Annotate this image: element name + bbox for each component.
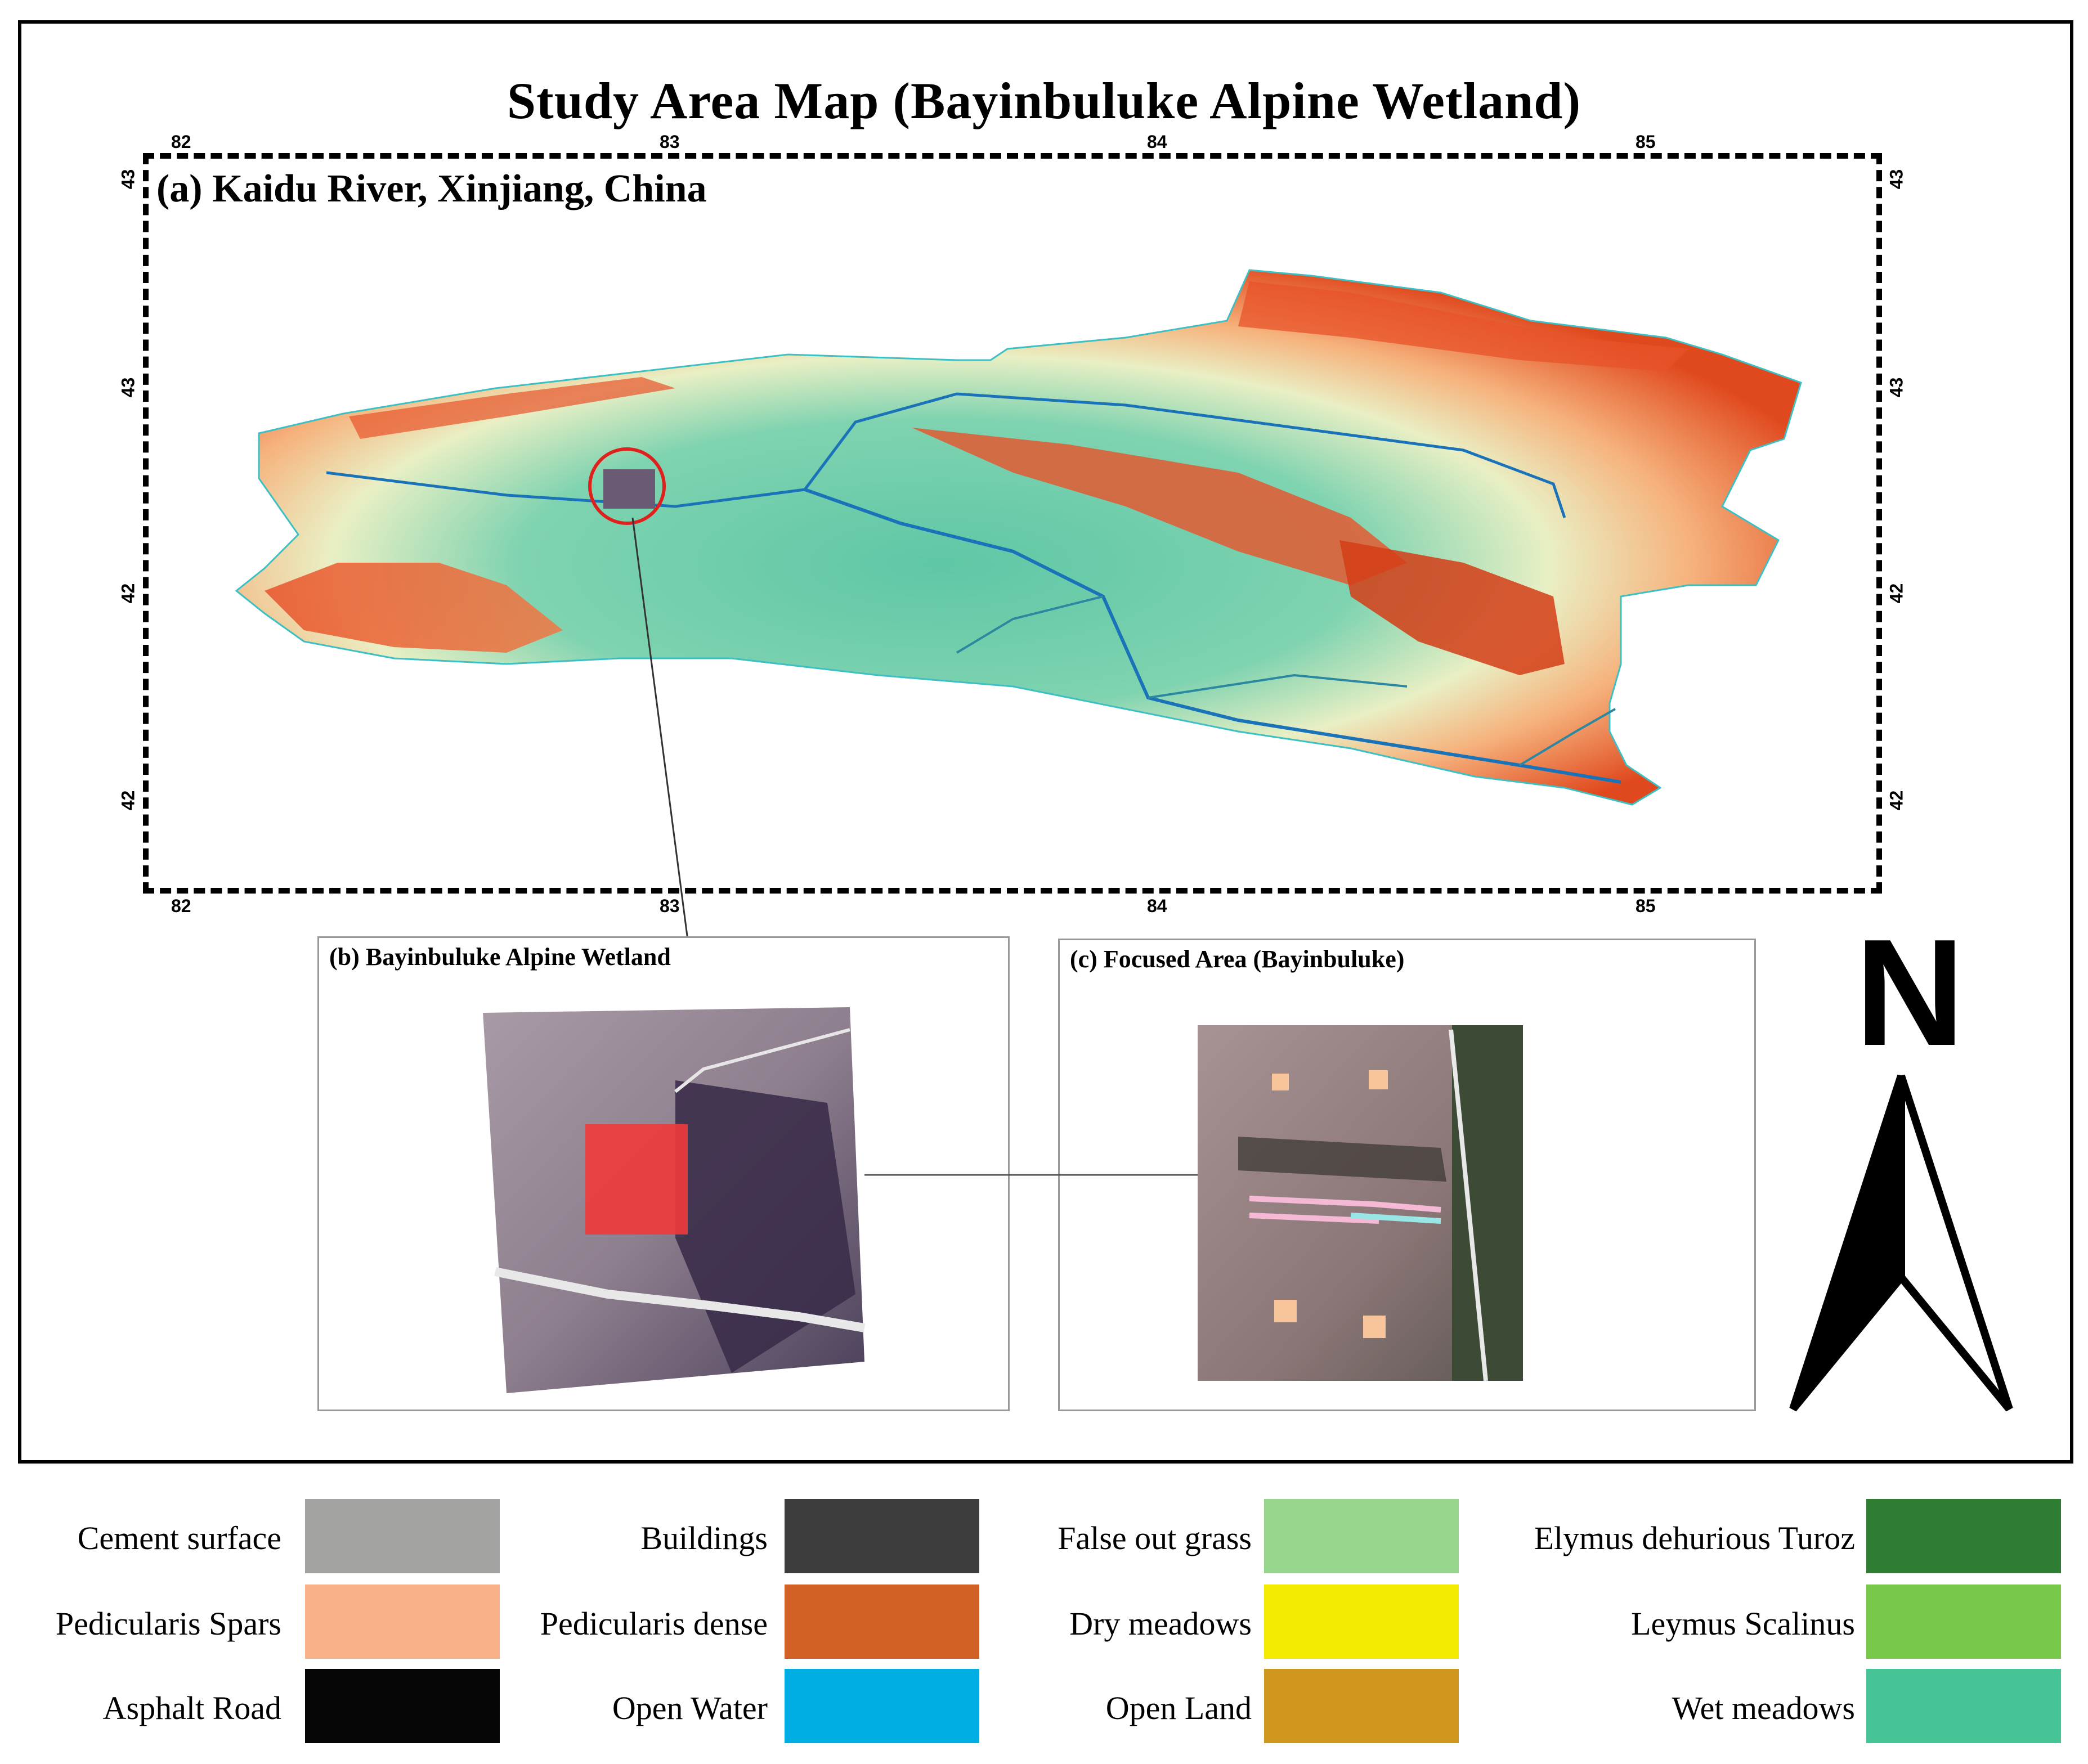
tick-right-4: 42 [1886,790,1907,811]
legend-label: Pedicularis dense [540,1605,768,1642]
tick-left-3: 42 [118,583,138,604]
tick-top-3: 84 [1147,132,1167,152]
panel-b-inset: (b) Bayinbuluke Alpine Wetland [317,936,1010,1411]
legend-swatch [1264,1499,1459,1573]
legend-label: Dry meadows [1069,1605,1252,1642]
legend-swatch [1866,1585,2061,1659]
legend-swatch [1264,1669,1459,1743]
legend-swatch [305,1499,500,1573]
legend-swatch [1866,1499,2061,1573]
tick-bottom-1: 82 [171,896,191,916]
panel-c-title: (c) Focused Area (Bayinbuluke) [1070,945,1405,973]
tick-right-1: 43 [1886,169,1907,190]
map-title: Study Area Map (Bayinbuluke Alpine Wetla… [507,72,1581,129]
legend-label: Asphalt Road [102,1690,281,1726]
map-frame [18,20,2073,1464]
tick-right-2: 43 [1886,377,1907,398]
tick-right-3: 42 [1886,583,1907,604]
legend-label: Open Land [1105,1690,1252,1726]
tick-left-2: 43 [118,377,138,398]
tick-left-1: 43 [118,169,138,190]
legend-swatch [785,1499,979,1573]
tick-top-1: 82 [171,132,191,152]
legend-swatch [785,1669,979,1743]
legend-label: Elymus dehurious Turoz [1534,1520,1855,1556]
legend-swatch [1264,1585,1459,1659]
tick-top-4: 85 [1636,132,1656,152]
legend-swatch [305,1585,500,1659]
panel-a-map: (a) Kaidu River, Xinjiang, China [143,153,1882,894]
legend-label: False out grass [1058,1520,1252,1556]
tick-bottom-4: 85 [1636,896,1656,916]
legend-label: Buildings [640,1520,768,1556]
tick-bottom-3: 84 [1147,896,1167,916]
north-label: N [1855,908,1965,1078]
legend-label: Leymus Scalinus [1631,1605,1855,1642]
legend-label: Pedicularis Spars [55,1605,281,1642]
legend-swatch [1866,1669,2061,1743]
legend-label: Wet meadows [1672,1690,1855,1726]
tick-top-2: 83 [660,132,680,152]
panel-a-title: (a) Kaidu River, Xinjiang, China [156,167,707,210]
tick-left-4: 42 [118,790,138,811]
panel-c-inset: (c) Focused Area (Bayinbuluke) [1058,939,1756,1411]
legend-label: Open Water [612,1690,768,1726]
legend-swatch [305,1669,500,1743]
legend-label: Cement surface [77,1520,281,1556]
tick-bottom-2: 83 [660,896,680,916]
panel-b-title: (b) Bayinbuluke Alpine Wetland [329,943,671,971]
legend-swatch [785,1585,979,1659]
